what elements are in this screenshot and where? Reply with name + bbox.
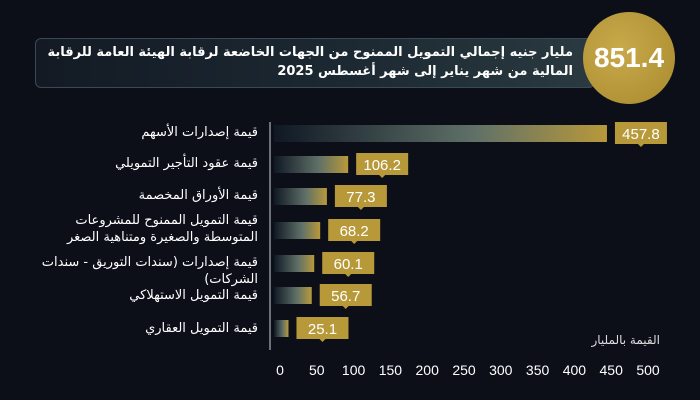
x-axis-label: القيمة بالمليار: [591, 333, 660, 347]
value-label-pointer: [357, 207, 364, 210]
value-label-box: [319, 284, 372, 306]
x-tick-label: 300: [489, 362, 513, 378]
x-tick-label: 200: [416, 362, 440, 378]
category-label: قيمة إصدارات (سندات التوريق - سندات الشر…: [41, 255, 258, 287]
value-label-box: [296, 317, 349, 339]
bar: [274, 222, 321, 239]
value-label-box: [328, 219, 381, 241]
bar: [274, 287, 312, 304]
x-tick-label: 0: [276, 362, 284, 378]
value-label: 457.8: [622, 126, 660, 143]
x-tick-label: 250: [452, 362, 476, 378]
value-label-box: [334, 185, 387, 207]
value-label-box: [322, 252, 375, 274]
category-label: قيمة التمويل الممنوح للمشروعات المتوسطة …: [66, 213, 258, 245]
value-label: 56.7: [331, 288, 360, 305]
x-tick-label: 50: [309, 362, 325, 378]
value-label-box: [614, 122, 667, 144]
bar: [274, 320, 289, 337]
bar: [274, 255, 315, 272]
value-label: 77.3: [346, 189, 375, 206]
x-tick-label: 150: [379, 362, 403, 378]
category-label: قيمة التمويل الاستهلاكي: [129, 288, 258, 303]
category-label: قيمة عقود التأجير التمويلي: [115, 156, 258, 171]
total-badge: 851.4: [583, 12, 675, 104]
value-label-pointer: [342, 306, 349, 309]
value-label: 68.2: [340, 223, 369, 240]
bar: [274, 156, 349, 173]
value-label: 106.2: [363, 157, 401, 174]
x-tick-label: 400: [563, 362, 587, 378]
title-box: [35, 38, 595, 88]
x-tick-label: 100: [342, 362, 366, 378]
bar: [274, 188, 327, 205]
value-label: 60.1: [334, 256, 363, 273]
value-label-pointer: [345, 274, 352, 277]
category-label: قيمة إصدارات الأسهم: [141, 125, 258, 140]
value-label-pointer: [351, 241, 358, 244]
x-tick-label: 350: [526, 362, 550, 378]
value-label-pointer: [319, 339, 326, 342]
bar: [274, 125, 607, 142]
category-label: قيمة الأوراق المخصمة: [138, 188, 258, 203]
chart-title: مليار جنيه إجمالي التمويل الممنوح من الج…: [47, 45, 573, 79]
value-label: 25.1: [308, 321, 337, 338]
value-label-box: [356, 153, 409, 175]
value-label-pointer: [637, 144, 644, 147]
x-tick-label: 500: [636, 362, 660, 378]
category-label: قيمة التمويل العقاري: [145, 321, 258, 336]
x-tick-label: 450: [600, 362, 624, 378]
value-label-pointer: [379, 175, 386, 178]
